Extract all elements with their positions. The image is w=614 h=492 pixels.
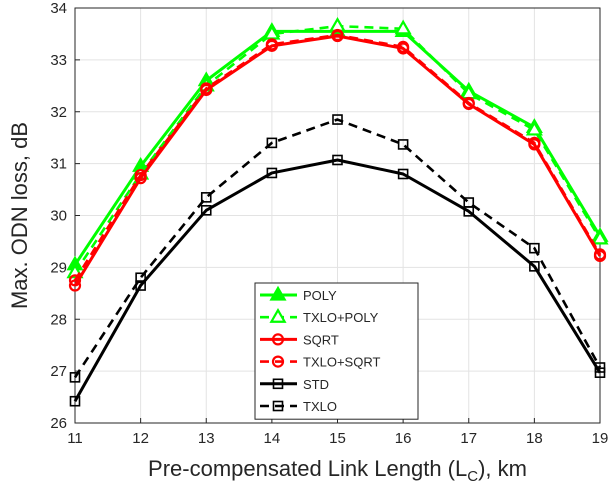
legend-item: TXLO+POLY xyxy=(260,307,379,325)
x-axis-label-tail: ), km xyxy=(478,456,527,481)
legend-label: TXLO+POLY xyxy=(303,310,379,325)
legend-label: SQRT xyxy=(303,332,339,347)
data-point-marker xyxy=(272,400,284,412)
data-point-marker xyxy=(397,168,409,180)
data-point-marker xyxy=(200,205,212,216)
y-tick-label: 31 xyxy=(50,156,67,173)
legend-box xyxy=(254,282,419,420)
y-tick-label: 32 xyxy=(50,104,67,121)
series-line xyxy=(73,118,602,379)
data-series xyxy=(66,16,609,407)
y-tick-label: 30 xyxy=(50,208,67,225)
x-tick-label: 13 xyxy=(198,430,215,447)
series-line xyxy=(73,158,602,402)
series-txlo-sqrt xyxy=(68,28,607,287)
data-point-marker xyxy=(269,307,287,323)
legend-label: STD xyxy=(303,377,329,392)
data-point-marker xyxy=(529,261,540,272)
data-point-marker xyxy=(68,274,82,287)
legend-item: SQRT xyxy=(260,332,339,347)
data-point-marker xyxy=(591,229,609,245)
legend-label: POLY xyxy=(303,288,337,303)
x-axis-label-main: Pre-compensated Link Length (L xyxy=(148,456,467,481)
x-axis-label: Pre-compensated Link Length (LC), km xyxy=(148,456,527,485)
y-tick-label: 28 xyxy=(50,311,67,328)
legend-item: TXLO xyxy=(260,399,337,414)
x-tick-label: 17 xyxy=(460,430,477,447)
data-point-marker xyxy=(593,248,607,261)
data-point-marker xyxy=(594,362,606,373)
tick-labels: 11 12 13 14 15 16 17 18 19 26 27 28 29 30 31 32 33 34 xyxy=(50,0,608,447)
x-tick-label: 19 xyxy=(592,430,609,447)
data-point-marker xyxy=(331,28,344,42)
data-point-marker xyxy=(266,137,278,149)
series-line xyxy=(73,33,602,282)
data-point-marker xyxy=(265,38,278,51)
data-point-marker xyxy=(397,40,410,54)
data-point-marker xyxy=(266,167,278,179)
x-tick-label: 12 xyxy=(132,430,149,447)
data-point-marker xyxy=(332,114,343,125)
legend-item: POLY xyxy=(260,285,337,303)
data-point-marker xyxy=(529,242,540,254)
data-point-marker xyxy=(134,168,147,182)
data-point-marker xyxy=(463,197,475,208)
data-point-marker xyxy=(525,120,543,136)
series-std xyxy=(69,154,606,407)
data-point-marker xyxy=(272,378,284,390)
x-axis-label-subscript: C xyxy=(467,468,478,485)
y-tick-label: 27 xyxy=(50,363,67,380)
data-point-marker xyxy=(528,136,541,149)
data-point-marker xyxy=(271,333,285,346)
data-point-marker xyxy=(69,395,81,407)
data-point-marker xyxy=(269,285,287,301)
data-point-marker xyxy=(135,272,146,284)
y-tick-label: 29 xyxy=(50,259,67,276)
y-tick-label: 34 xyxy=(50,0,67,17)
legend-item: TXLO+SQRT xyxy=(260,355,380,370)
data-point-marker xyxy=(68,279,82,292)
y-axis-label: Max. ODN loss, dB xyxy=(7,122,32,309)
y-tick-label: 33 xyxy=(50,52,67,69)
legend-label: TXLO+SQRT xyxy=(303,355,380,370)
x-tick-label: 18 xyxy=(526,430,543,447)
data-point-marker xyxy=(397,139,409,150)
series-txlo xyxy=(69,114,606,383)
data-point-marker xyxy=(200,82,213,95)
legend-label: TXLO xyxy=(303,399,337,414)
y-tick-label: 26 xyxy=(50,415,67,432)
x-tick-label: 14 xyxy=(264,430,281,447)
data-point-marker xyxy=(271,355,285,368)
x-tick-label: 16 xyxy=(395,430,412,447)
data-point-marker xyxy=(200,192,212,203)
x-tick-label: 11 xyxy=(67,430,83,447)
data-point-marker xyxy=(394,19,412,35)
data-point-marker xyxy=(332,154,343,166)
x-tick-label: 15 xyxy=(329,430,346,447)
data-point-marker xyxy=(462,96,475,110)
data-point-marker xyxy=(69,372,81,383)
legend: POLY TXLO+POLY SQRT TXLO+SQRT STD TXLO xyxy=(254,282,419,420)
legend-item: STD xyxy=(260,377,329,392)
